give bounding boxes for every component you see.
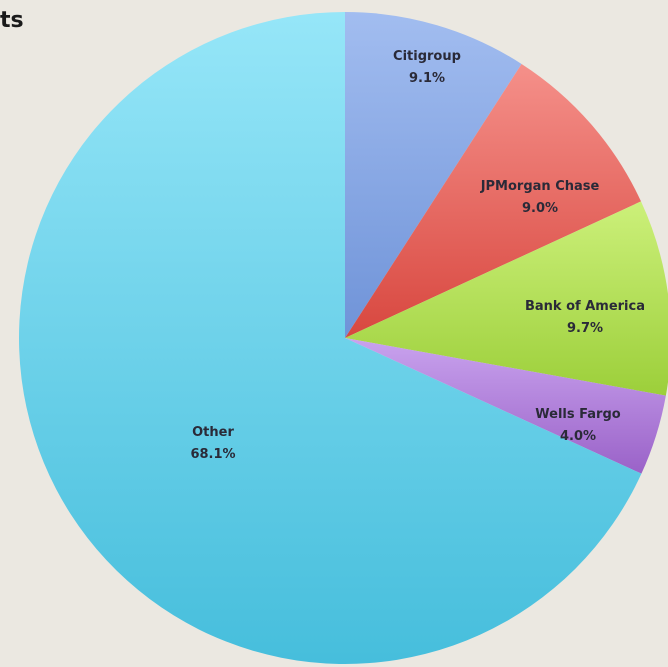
pie-labels: Citigroup 9.1% JPMorgan Chase 9.0% Bank of A… [190,49,645,462]
slice-wells-fargo [345,338,666,474]
slice-jpmorgan-chase [345,63,641,339]
slice-value-bank-of-america: 9.7% [567,321,603,336]
chart-title: ts [0,8,24,33]
pie-slices [18,12,668,664]
slice-value-citigroup: 9.1% [409,71,445,86]
slice-name-wells-fargo: Wells Fargo [535,407,620,422]
slice-name-other: Other [192,425,234,440]
slice-name-bank-of-america: Bank of America [525,299,645,314]
slice-citigroup [345,12,522,338]
slice-name-citigroup: Citigroup [393,49,461,64]
slice-other [18,12,642,664]
slice-name-jpmorgan-chase: JPMorgan Chase [480,179,600,194]
slice-value-other: 68.1% [190,447,235,462]
slice-value-jpmorgan-chase: 9.0% [522,201,558,216]
slice-value-wells-fargo: 4.0% [560,429,596,444]
slice-bank-of-america [345,201,668,396]
